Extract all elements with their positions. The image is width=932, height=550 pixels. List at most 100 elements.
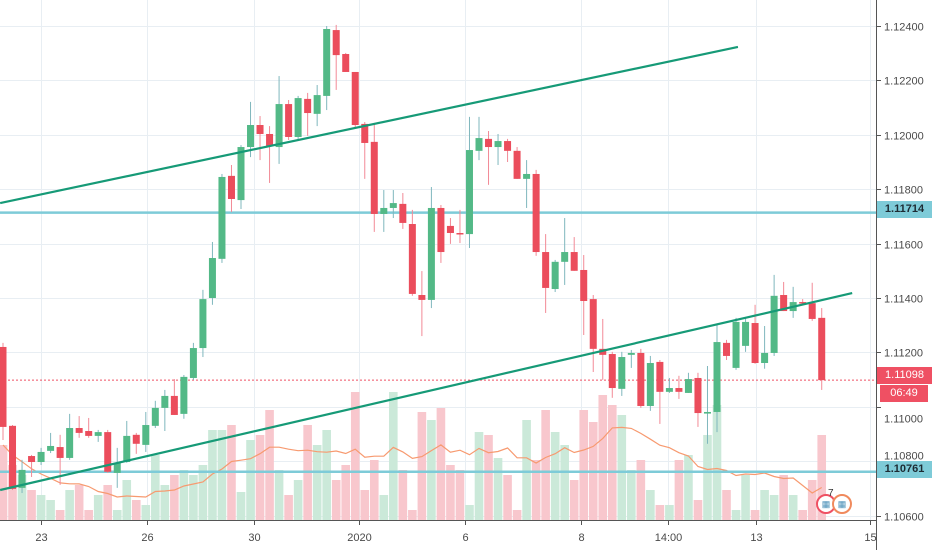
- candle: [437, 204, 445, 263]
- candle: [561, 218, 569, 285]
- volume-bar: [369, 460, 379, 520]
- candle-body: [551, 261, 559, 290]
- candle-body: [770, 295, 778, 353]
- price-tick-label: 1.11000: [884, 414, 923, 426]
- candle: [75, 416, 83, 438]
- candle: [285, 99, 293, 140]
- candle: [227, 164, 235, 213]
- trend-lines[interactable]: [0, 45, 853, 492]
- bar-countdown-label: 06:49: [880, 385, 928, 402]
- candle: [66, 413, 74, 460]
- price-axis[interactable]: 1.12400 1.12200 1.12000 1.11800 1.11600 1.114…: [876, 22, 924, 524]
- candle-body: [18, 469, 26, 488]
- volume-bar: [198, 465, 208, 520]
- volume-bar: [569, 480, 579, 520]
- volume-bar: [131, 500, 141, 520]
- volume-bar: [788, 495, 798, 520]
- candle: [608, 351, 616, 398]
- trend-line[interactable]: [0, 45, 739, 205]
- candle: [580, 255, 588, 335]
- candle: [132, 432, 140, 454]
- candle: [380, 190, 388, 232]
- volume-bar: [646, 490, 655, 520]
- candle-body: [113, 462, 121, 473]
- candle: [684, 372, 692, 393]
- candle: [656, 360, 664, 424]
- candle: [389, 190, 397, 219]
- candle: [532, 169, 540, 256]
- volume-bar: [769, 495, 779, 520]
- volume-bar: [208, 430, 217, 520]
- candle-body: [66, 428, 74, 458]
- candle-body: [0, 346, 7, 427]
- us-flag-event-icon[interactable]: ▦: [832, 494, 852, 514]
- time-tick-label: 26: [141, 532, 153, 544]
- volume-bar: [731, 510, 741, 520]
- time-tick-label: 2020: [347, 532, 371, 544]
- candle: [780, 281, 788, 312]
- candle-body: [665, 388, 673, 392]
- price-tick-label: 1.11800: [884, 185, 923, 197]
- candle: [570, 237, 578, 271]
- candle: [294, 95, 302, 140]
- volume-bar: [655, 505, 665, 520]
- volume-bar: [807, 480, 817, 520]
- candle-body: [675, 388, 683, 392]
- candle-body: [437, 207, 445, 253]
- candle: [675, 375, 683, 399]
- candle-body: [475, 138, 483, 151]
- volume-bar: [636, 460, 646, 520]
- candle-body: [85, 431, 93, 436]
- candle: [761, 326, 769, 369]
- candle: [742, 317, 750, 352]
- price-tick-label: 1.12400: [884, 22, 924, 34]
- time-tick-label: 15: [864, 532, 876, 544]
- time-tick-label: 23: [35, 532, 47, 544]
- candle-body: [751, 323, 759, 364]
- volume-bar: [322, 430, 331, 520]
- candle: [523, 160, 531, 208]
- volume-bar: [722, 490, 731, 520]
- volume-bar: [350, 392, 360, 520]
- candle: [304, 92, 312, 136]
- candle-body: [703, 411, 711, 414]
- economic-events[interactable]: ▦ ▦ 7: [816, 488, 856, 518]
- candle-body: [237, 147, 245, 201]
- trend-line[interactable]: [0, 292, 853, 492]
- volume-bar: [741, 475, 750, 520]
- candle-body: [294, 98, 302, 137]
- volume-bar: [46, 500, 55, 520]
- candle: [551, 259, 559, 293]
- candle-body: [799, 302, 807, 304]
- candle: [28, 454, 36, 477]
- volume-bar: [27, 490, 36, 520]
- candle-body: [199, 299, 207, 349]
- volume-bar: [312, 445, 322, 520]
- time-tick-label: 8: [578, 532, 584, 544]
- time-tick-label: 14:00: [655, 532, 683, 544]
- candle: [494, 133, 502, 165]
- candle: [589, 295, 597, 372]
- candle: [408, 209, 416, 296]
- candle: [618, 351, 626, 396]
- candle: [323, 26, 331, 111]
- candle-body: [256, 125, 264, 134]
- candle-body: [723, 342, 731, 356]
- volume-bar: [684, 455, 693, 520]
- candle: [18, 459, 26, 494]
- candle: [256, 116, 264, 161]
- time-axis[interactable]: 23 26 30 2020 6 8 14:00 13 15: [35, 520, 877, 544]
- candle-body: [28, 456, 36, 463]
- volume-bar: [512, 510, 522, 520]
- volume-bar: [779, 475, 788, 520]
- candle-body: [589, 299, 597, 349]
- volume-bar: [560, 445, 569, 520]
- volume-bar: [550, 432, 560, 520]
- volume-bar: [408, 510, 417, 520]
- candle-body: [523, 173, 531, 179]
- candle: [161, 389, 169, 432]
- candle: [513, 147, 521, 179]
- candle: [456, 209, 464, 244]
- volume-bar: [103, 485, 113, 520]
